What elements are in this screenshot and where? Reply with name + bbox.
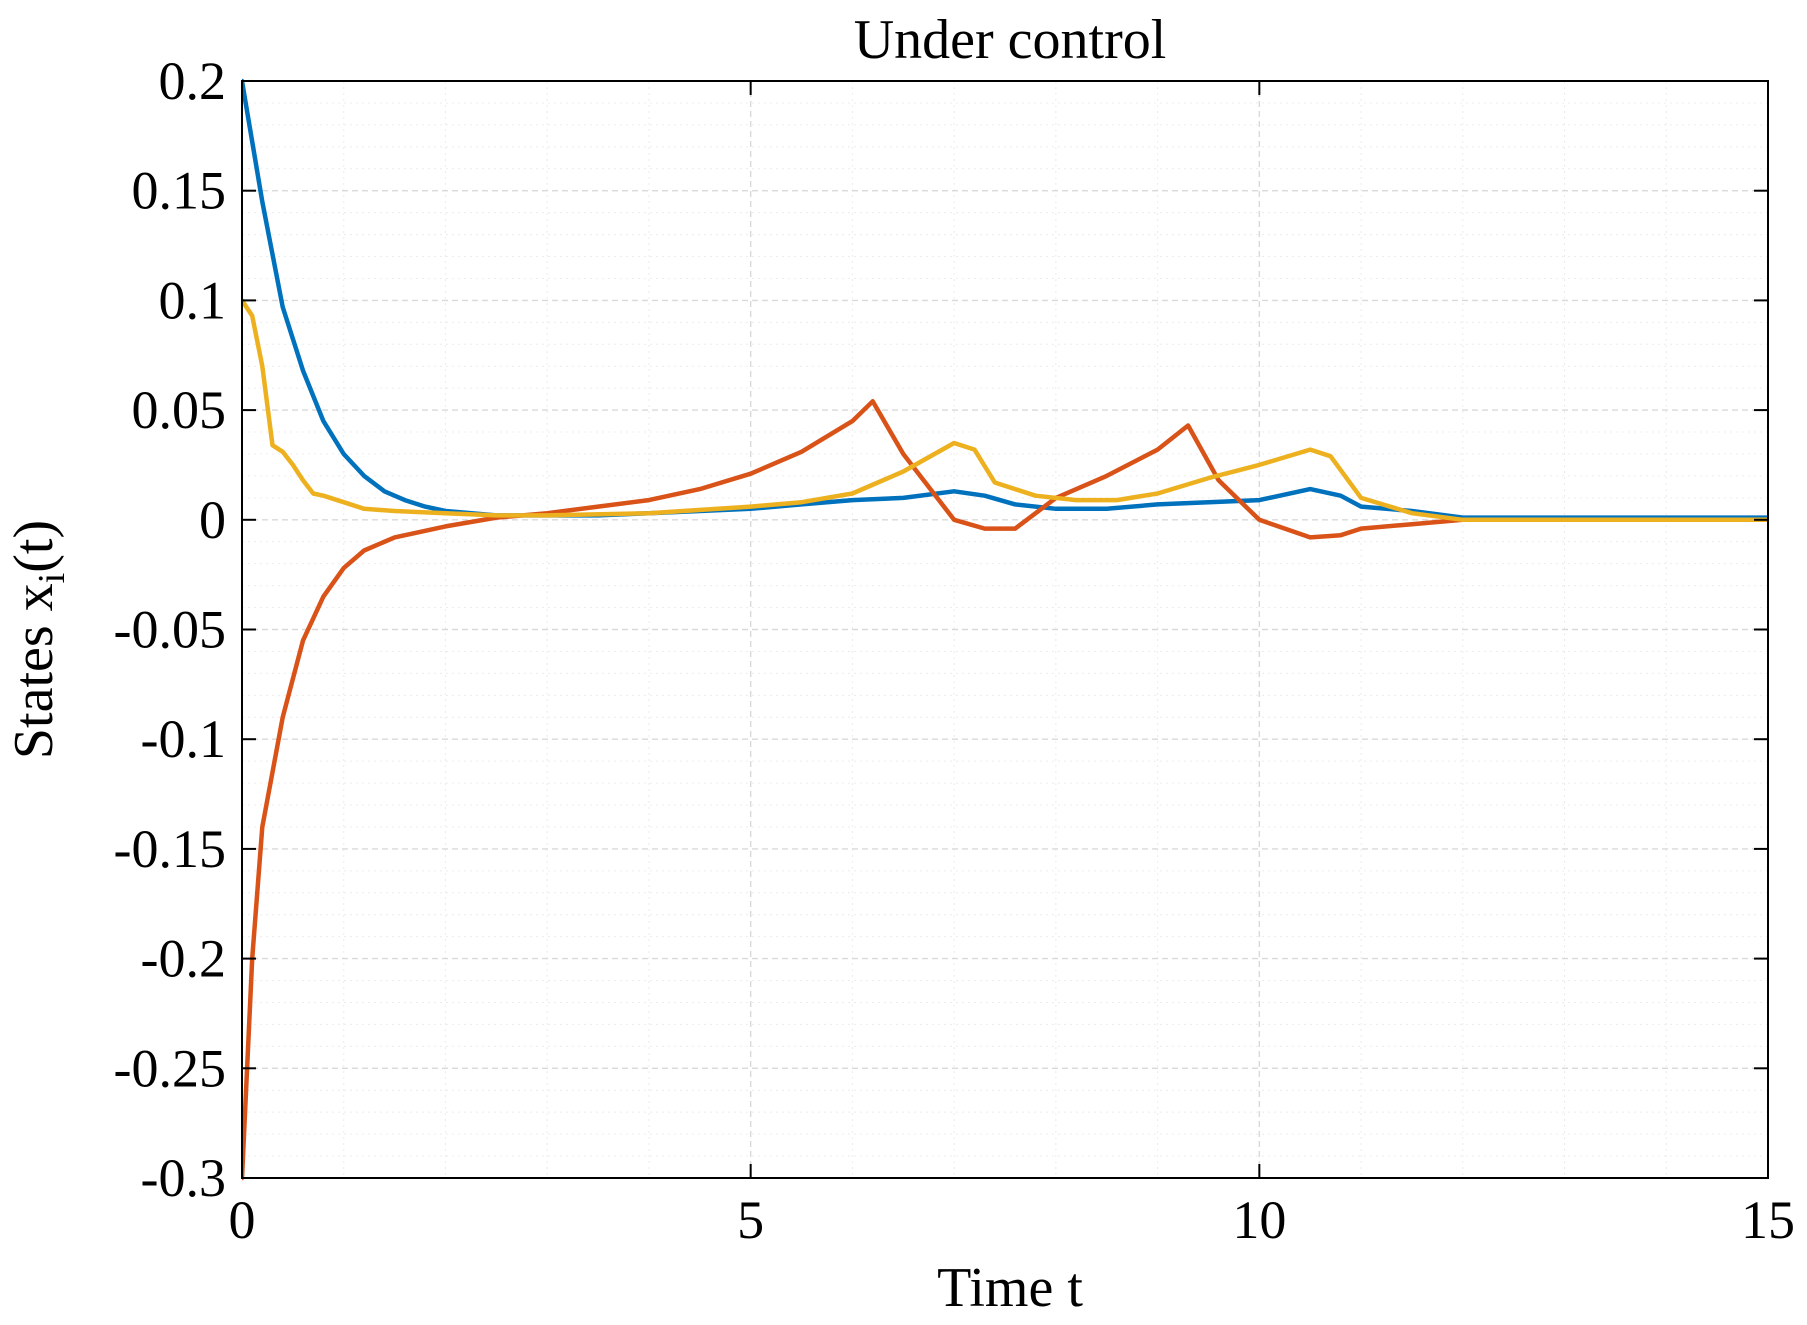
- chart-title: Under control: [854, 9, 1167, 71]
- x-tick-label: 0: [229, 1190, 256, 1250]
- minor-grid: [242, 81, 1768, 1178]
- y-tick-label: -0.15: [114, 819, 226, 879]
- series-line-1: [242, 78, 1768, 520]
- x-tick-labels: 0 5 10 15: [229, 1190, 1796, 1250]
- y-tick-label: 0.1: [159, 270, 227, 330]
- series-layer: [242, 78, 1768, 1181]
- y-axis-title-subscript: i: [31, 573, 73, 584]
- y-tick-label: -0.3: [141, 1148, 226, 1208]
- y-axis-title-suffix: (t): [3, 520, 65, 573]
- y-tick-label: -0.05: [114, 600, 226, 660]
- x-tick-label: 15: [1741, 1190, 1795, 1250]
- y-tick-label: -0.1: [141, 709, 226, 769]
- y-tick-label: 0.2: [159, 51, 227, 111]
- axis-ticks: [241, 80, 1769, 1179]
- major-grid: [242, 81, 1768, 1178]
- x-tick-label: 10: [1232, 1190, 1286, 1250]
- series-line-3: [242, 298, 1768, 523]
- y-tick-label: -0.2: [141, 929, 226, 989]
- x-axis-title: Time t: [937, 1257, 1083, 1319]
- y-tick-label: 0: [199, 490, 226, 550]
- y-axis-title-main: States x: [3, 583, 65, 759]
- series-line-2: [242, 399, 1768, 1181]
- x-tick-label: 5: [737, 1190, 764, 1250]
- y-tick-label: 0.15: [132, 161, 227, 221]
- y-tick-labels: 0.2 0.15 0.1 0.05 0 -0.05 -0.1 -0.15 -0.2 -0.25 -0…: [114, 51, 226, 1208]
- y-tick-label: -0.25: [114, 1038, 226, 1098]
- y-axis-title: States xi(t): [3, 520, 73, 759]
- y-tick-label: 0.05: [132, 380, 227, 440]
